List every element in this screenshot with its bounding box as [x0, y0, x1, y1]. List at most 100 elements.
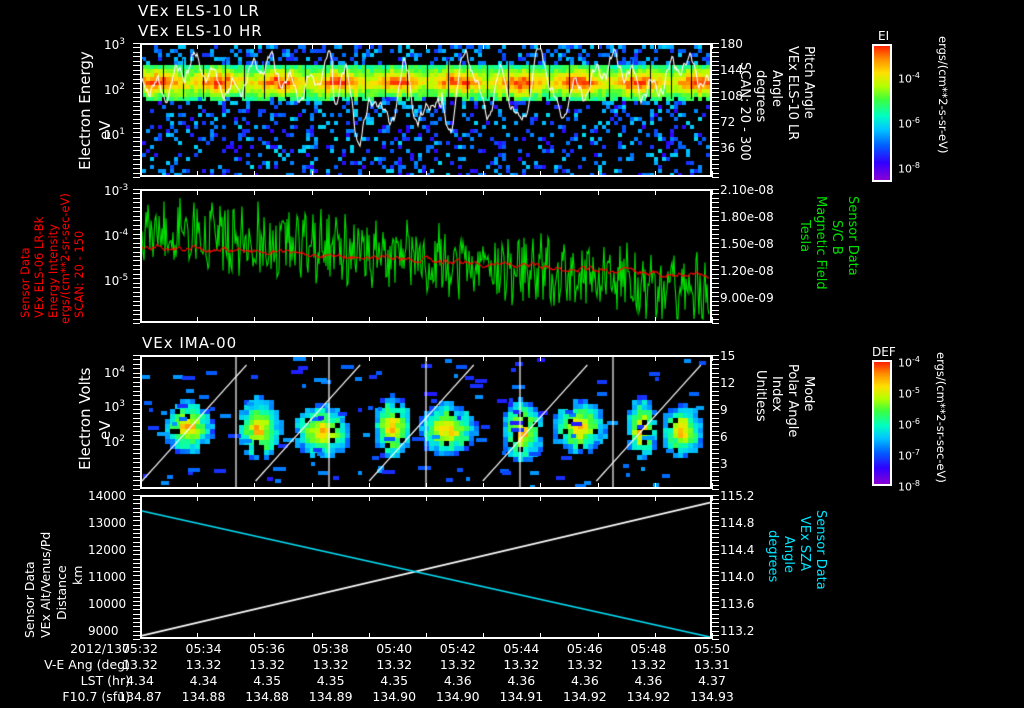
panel4-x-tick: [426, 495, 427, 501]
panel4-right-minor-tick: [712, 520, 719, 521]
panel4-right-minor-tick: [712, 533, 719, 534]
panel2-left-minor-tick: [133, 310, 140, 311]
panel4-right-minor-tick: [712, 639, 719, 640]
panel4-left-minor-tick: [133, 618, 140, 619]
panel4-left-minor-tick: [133, 529, 140, 530]
panel1-ytick-1: 102: [104, 82, 126, 97]
panel4-right-minor-tick: [712, 529, 719, 530]
panel4-left-minor-tick: [133, 614, 140, 615]
panel3-plot-area[interactable]: [140, 355, 712, 489]
panel2-left-minor-tick: [133, 243, 140, 244]
panel3-left-minor-tick: [133, 489, 140, 490]
panel3-x-tick: [540, 355, 541, 361]
panel2-x-tick: [655, 189, 656, 195]
panel1-left-minor-tick: [133, 79, 140, 80]
panel2-x-tick: [312, 317, 313, 323]
panel1-title-hr: VEx ELS-10 HR: [138, 22, 263, 40]
panel3-left-minor-tick: [133, 368, 140, 369]
panel1-right-minor-tick: [712, 61, 719, 62]
panel3-right-minor-tick: [712, 364, 719, 365]
panel3-x-tick: [540, 483, 541, 489]
panel3-left-minor-tick: [133, 471, 140, 472]
panel2-right-minor-tick: [712, 260, 719, 261]
panel1-x-tick: [540, 43, 541, 49]
panel3-left-minor-tick: [133, 462, 140, 463]
panel4-right-minor-tick: [712, 614, 719, 615]
panel3-right-minor-tick: [712, 418, 719, 419]
panel4-plot-area[interactable]: [140, 495, 712, 639]
panel2-plot-area[interactable]: [140, 189, 712, 323]
panel3-left-minor-tick: [133, 395, 140, 396]
panel2-right-minor-tick: [712, 207, 719, 208]
panel3-left-minor-tick: [133, 359, 140, 360]
panel3-left-minor-tick: [133, 413, 140, 414]
panel4-x-tick: [254, 633, 255, 639]
panel2-right-minor-tick: [712, 247, 719, 248]
table-cell: 13.32: [503, 657, 540, 672]
panel4-x-tick: [483, 633, 484, 639]
panel3-ytick-2: 102: [104, 434, 126, 449]
panel2-left-minor-tick: [133, 283, 140, 284]
panel4-ytick-4: 10000: [88, 597, 127, 611]
table-cell: 4.35: [380, 673, 409, 688]
panel2-left-label-0: Sensor Data: [18, 247, 32, 318]
panel3-cb-tick-4: 10-8: [898, 479, 920, 494]
panel1-right-minor-tick: [712, 88, 719, 89]
panel3-right-minor-tick: [712, 355, 719, 356]
panel1-left-minor-tick: [133, 61, 140, 62]
table-cell: 13.32: [185, 657, 222, 672]
panel1-x-tick: [426, 171, 427, 177]
panel1-right-minor-tick: [712, 164, 719, 165]
panel1-plot-area[interactable]: [140, 43, 712, 177]
panel1-x-tick: [369, 171, 370, 177]
table-cell: 4.35: [316, 673, 345, 688]
panel3-x-tick: [254, 355, 255, 361]
panel2-left-label-4: SCAN: 20 - 150: [72, 230, 86, 318]
panel3-left-minor-tick: [133, 485, 140, 486]
panel1-right-minor-tick: [712, 173, 719, 174]
panel1-left-minor-tick: [133, 52, 140, 53]
panel2-left-minor-tick: [133, 278, 140, 279]
panel3-right-label-3: Unitless: [753, 370, 768, 422]
panel1-rtick-1: 144: [720, 63, 743, 77]
panel2-right-minor-tick: [712, 238, 719, 239]
panel4-right-minor-tick: [712, 542, 719, 543]
panel4-x-tick: [369, 633, 370, 639]
table-cell: 05:32: [121, 641, 159, 656]
panel4-x-tick: [197, 495, 198, 501]
panel1-colorbar-unit: ergs/(cm**2-s-sr-eV): [936, 36, 950, 154]
panel3-left-minor-tick: [133, 418, 140, 419]
panel1-right-minor-tick: [712, 52, 719, 53]
panel1-ytick-0: 103: [104, 37, 126, 52]
panel2-x-tick: [540, 189, 541, 195]
panel4-left-label-2: Distance: [54, 565, 69, 620]
panel3-left-minor-tick: [133, 435, 140, 436]
panel4-x-tick: [540, 495, 541, 501]
panel3-right-minor-tick: [712, 476, 719, 477]
table-cell: 13.32: [376, 657, 413, 672]
panel2-right-minor-tick: [712, 252, 719, 253]
panel4-left-minor-tick: [133, 571, 140, 572]
panel3-right-minor-tick: [712, 359, 719, 360]
panel2-right-minor-tick: [712, 301, 719, 302]
panel2-left-minor-tick: [133, 229, 140, 230]
panel3-left-minor-tick: [133, 453, 140, 454]
panel1-right-minor-tick: [712, 43, 719, 44]
panel3-right-minor-tick: [712, 431, 719, 432]
panel3-left-minor-tick: [133, 373, 140, 374]
panel4-rtick-3: 114.0: [720, 570, 755, 584]
table-cell: 4.37: [698, 673, 726, 688]
panel2-right-minor-tick: [712, 198, 719, 199]
panel1-left-minor-tick: [133, 70, 140, 71]
panel3-x-tick: [369, 483, 370, 489]
panel4-x-tick: [598, 495, 599, 501]
panel3-right-minor-tick: [712, 462, 719, 463]
panel3-x-tick: [426, 355, 427, 361]
panel4-x-tick: [483, 495, 484, 501]
panel2-left-minor-tick: [133, 189, 140, 190]
panel1-right-minor-tick: [712, 92, 719, 93]
panel3-right-minor-tick: [712, 377, 719, 378]
panel3-right-minor-tick: [712, 480, 719, 481]
panel2-left-minor-tick: [133, 314, 140, 315]
panel1-x-tick: [540, 171, 541, 177]
